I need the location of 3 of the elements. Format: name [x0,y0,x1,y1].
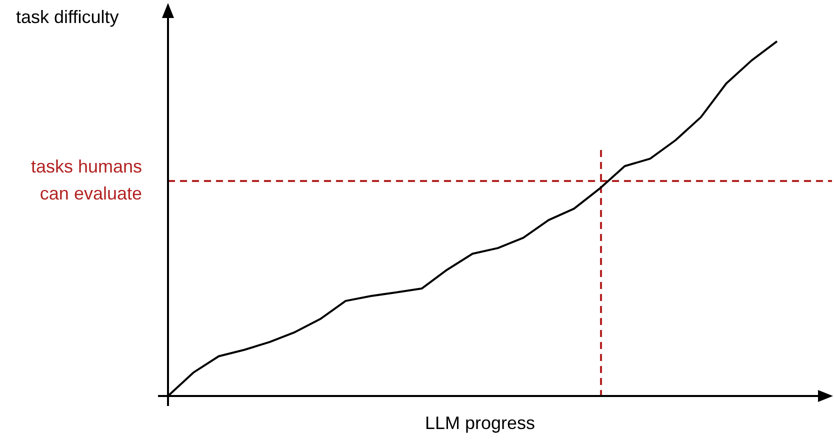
x-axis-title: LLM progress [424,412,536,433]
ref-line-label: tasks humans can evaluate [30,156,142,204]
y-axis-title: task difficulty [16,6,119,27]
